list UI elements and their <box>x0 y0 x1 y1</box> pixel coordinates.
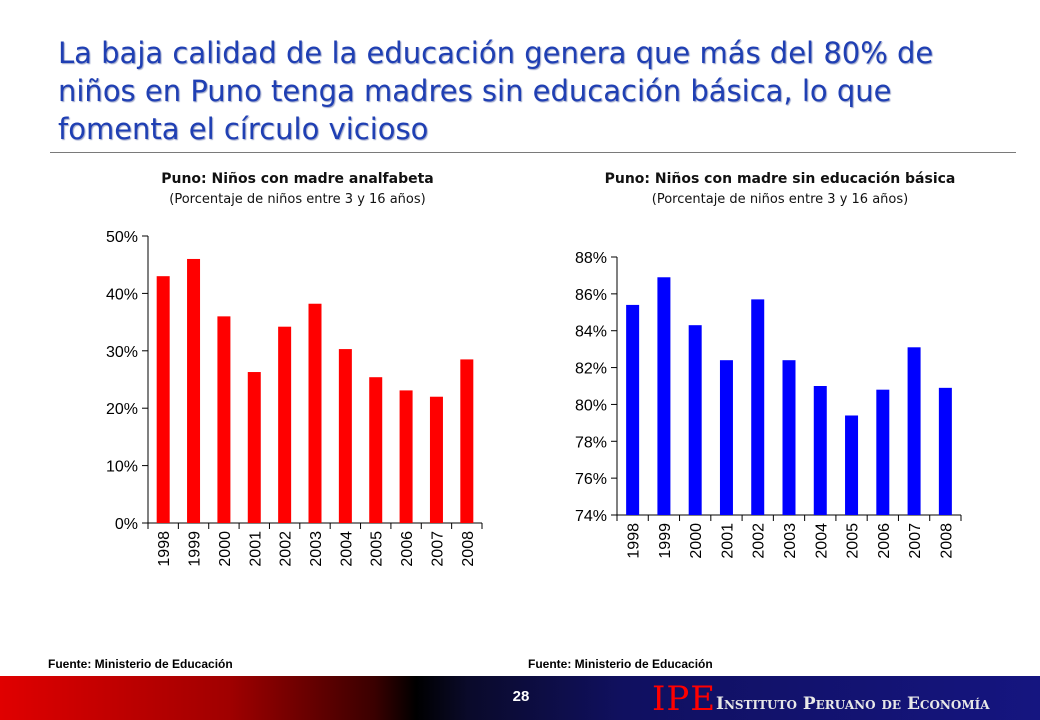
x-tick-label: 2001 <box>247 531 264 567</box>
left-chart-subtitle: (Porcentaje de niños entre 3 y 16 años) <box>169 192 426 207</box>
x-tick-label: 2004 <box>813 523 830 559</box>
right-chart-source: Fuente: Ministerio de Educación <box>528 657 713 671</box>
y-tick-label: 76% <box>575 471 607 488</box>
x-tick-label: 2000 <box>217 531 234 567</box>
x-tick-label: 2008 <box>460 531 477 567</box>
title-divider <box>50 152 1016 153</box>
x-tick-label: 1998 <box>156 531 173 567</box>
bar-1998 <box>156 276 170 523</box>
bar-1999 <box>657 277 671 515</box>
x-tick-label: 2003 <box>782 523 799 559</box>
x-tick-label: 2005 <box>369 531 386 567</box>
page-number: 28 <box>512 688 530 705</box>
bar-2008 <box>460 359 474 523</box>
y-tick-label: 78% <box>575 434 607 451</box>
bar-1999 <box>187 258 201 523</box>
y-tick-label: 74% <box>575 508 607 525</box>
y-tick-label: 10% <box>106 459 138 476</box>
bar-2000 <box>688 325 702 515</box>
y-tick-label: 20% <box>106 401 138 418</box>
y-tick-label: 0% <box>115 516 138 533</box>
bar-2007 <box>907 347 921 515</box>
bar-2007 <box>429 396 443 523</box>
right-chart-subtitle: (Porcentaje de niños entre 3 y 16 años) <box>651 192 909 207</box>
bar-2002 <box>751 299 765 515</box>
x-tick-label: 2004 <box>338 531 355 567</box>
bar-2006 <box>399 390 413 523</box>
y-tick-label: 30% <box>106 344 138 361</box>
y-tick-label: 50% <box>106 229 138 246</box>
left-chart-source: Fuente: Ministerio de Educación <box>48 657 233 671</box>
bar-2003 <box>308 303 322 523</box>
x-tick-label: 2002 <box>751 523 768 559</box>
y-tick-label: 40% <box>106 286 138 303</box>
x-tick-label: 2006 <box>876 523 893 559</box>
bar-2000 <box>217 316 231 523</box>
bar-2001 <box>247 372 261 523</box>
bar-2001 <box>719 360 733 515</box>
bar-2003 <box>782 360 796 515</box>
x-tick-label: 2008 <box>938 523 955 559</box>
x-tick-label: 2002 <box>278 531 295 567</box>
y-tick-label: 88% <box>575 250 607 267</box>
x-tick-label: 2007 <box>429 531 446 567</box>
x-tick-label: 1998 <box>626 523 643 559</box>
right-chart-title: Puno: Niños con madre sin educación bási… <box>604 171 956 187</box>
ipe-logo-mark: IPE <box>652 679 717 719</box>
x-tick-label: 1999 <box>657 523 674 559</box>
bar-2006 <box>876 389 890 515</box>
footer-bar <box>0 676 1040 720</box>
x-tick-label: 2000 <box>688 523 705 559</box>
x-tick-label: 2005 <box>845 523 862 559</box>
x-tick-label: 2001 <box>719 523 736 559</box>
x-tick-label: 2003 <box>308 531 325 567</box>
x-tick-label: 1999 <box>187 531 204 567</box>
y-tick-label: 82% <box>575 361 607 378</box>
bar-2005 <box>369 377 383 523</box>
bar-2002 <box>278 326 292 523</box>
x-tick-label: 2006 <box>399 531 416 567</box>
bar-1998 <box>626 304 640 515</box>
bar-2004 <box>813 386 827 515</box>
left-chart-title: Puno: Niños con madre analfabeta <box>161 171 434 187</box>
y-tick-label: 80% <box>575 397 607 414</box>
x-tick-label: 2007 <box>907 523 924 559</box>
bar-2005 <box>845 415 859 515</box>
y-tick-label: 84% <box>575 324 607 341</box>
bar-2008 <box>938 387 952 515</box>
bar-2004 <box>338 349 352 523</box>
y-tick-label: 86% <box>575 287 607 304</box>
slide-title: La baja calidad de la educación genera q… <box>58 36 934 146</box>
ipe-logo-name: Instituto Peruano de Economía <box>716 694 990 714</box>
